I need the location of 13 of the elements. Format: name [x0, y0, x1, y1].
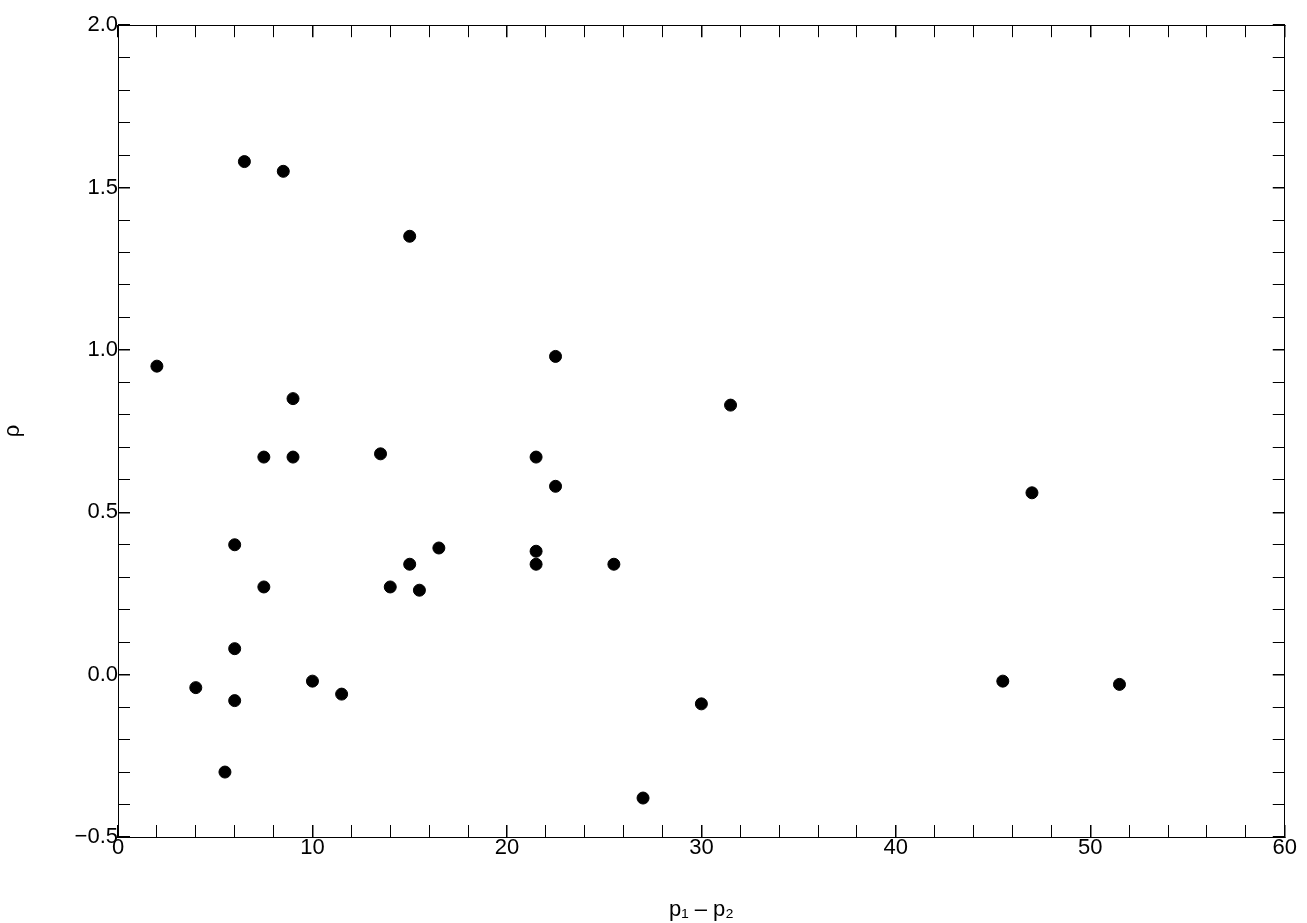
- y-tick-label: 1.5: [87, 173, 118, 199]
- y-tick-label: 2.0: [87, 11, 118, 37]
- x-tick-label: 40: [883, 834, 909, 860]
- x-tick-label: 60: [1272, 834, 1298, 860]
- x-axis-title: p₁ – p₂: [668, 895, 734, 921]
- x-tick-label: 20: [494, 834, 520, 860]
- y-tick-label: 0.5: [87, 498, 118, 524]
- x-tick-label: 10: [300, 834, 325, 860]
- y-tick-label: 1.0: [87, 335, 118, 361]
- y-axis-title: ρ: [0, 424, 25, 438]
- x-tick-label: 30: [689, 834, 714, 860]
- x-tick-label: 50: [1078, 834, 1103, 860]
- y-tick-label: 0.0: [87, 660, 118, 686]
